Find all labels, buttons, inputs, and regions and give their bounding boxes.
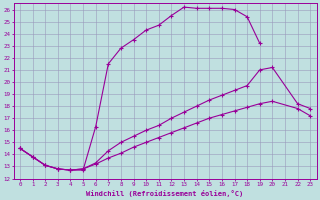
X-axis label: Windchill (Refroidissement éolien,°C): Windchill (Refroidissement éolien,°C)	[86, 190, 244, 197]
